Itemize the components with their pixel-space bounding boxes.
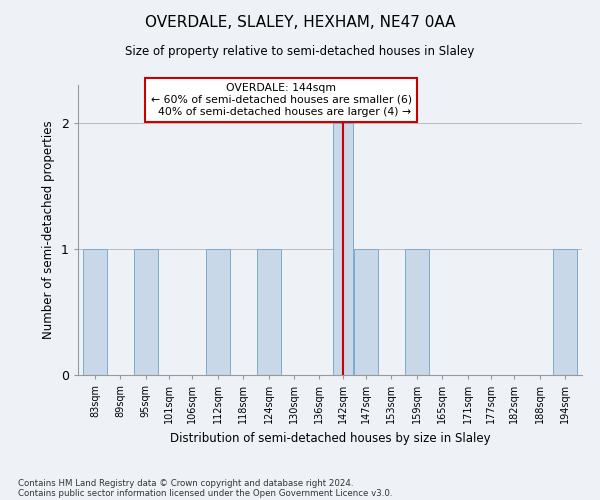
Bar — [405, 249, 429, 375]
Bar — [553, 249, 577, 375]
Text: Contains public sector information licensed under the Open Government Licence v3: Contains public sector information licen… — [18, 488, 392, 498]
Text: Size of property relative to semi-detached houses in Slaley: Size of property relative to semi-detach… — [125, 45, 475, 58]
Bar — [83, 249, 107, 375]
Text: Contains HM Land Registry data © Crown copyright and database right 2024.: Contains HM Land Registry data © Crown c… — [18, 478, 353, 488]
Bar — [134, 249, 158, 375]
Text: OVERDALE: 144sqm
← 60% of semi-detached houses are smaller (6)
  40% of semi-det: OVERDALE: 144sqm ← 60% of semi-detached … — [151, 84, 412, 116]
Bar — [257, 249, 281, 375]
Bar — [354, 249, 378, 375]
Y-axis label: Number of semi-detached properties: Number of semi-detached properties — [43, 120, 55, 340]
Text: OVERDALE, SLALEY, HEXHAM, NE47 0AA: OVERDALE, SLALEY, HEXHAM, NE47 0AA — [145, 15, 455, 30]
Bar — [332, 123, 353, 375]
Bar — [206, 249, 230, 375]
X-axis label: Distribution of semi-detached houses by size in Slaley: Distribution of semi-detached houses by … — [170, 432, 490, 444]
